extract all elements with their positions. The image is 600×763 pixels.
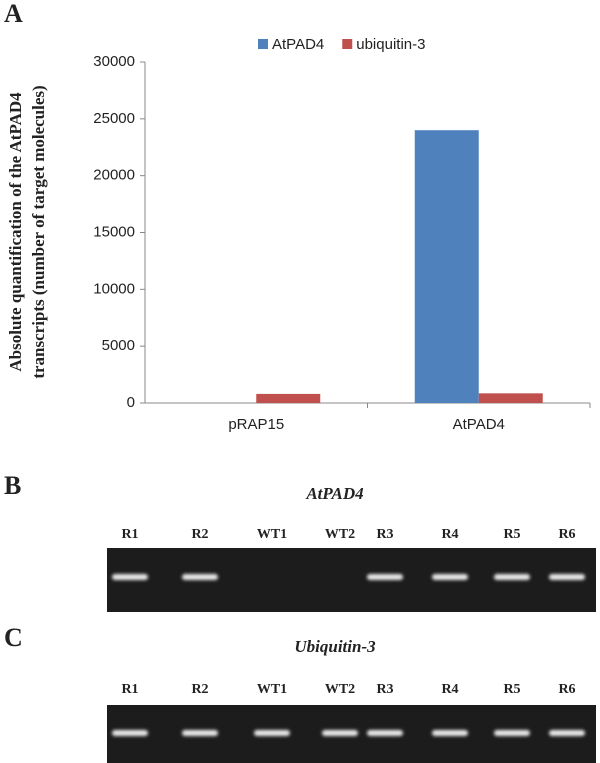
lane-label: R2 <box>191 527 208 542</box>
lane-label: R6 <box>558 527 575 542</box>
lane-label: R4 <box>441 527 458 542</box>
lane-label: WT2 <box>325 682 355 697</box>
gel-band <box>254 730 290 736</box>
y-axis-label: transcripts (number of target molecules) <box>29 85 48 378</box>
gel-band <box>367 730 403 736</box>
y-tick-label: 30000 <box>93 53 135 70</box>
x-tick-label: pRAP15 <box>228 416 284 433</box>
gel-title: AtPAD4 <box>305 484 363 503</box>
y-tick-label: 0 <box>127 394 135 411</box>
panel-label: B <box>4 471 21 500</box>
lane-label: R5 <box>503 682 520 697</box>
lane-label: R6 <box>558 682 575 697</box>
lane-label: R3 <box>376 682 393 697</box>
legend-swatch <box>342 39 353 49</box>
gel-band <box>112 730 148 736</box>
lane-label: R4 <box>441 682 458 697</box>
bar <box>256 393 321 403</box>
gel-band <box>494 574 530 580</box>
gel-band <box>549 730 585 736</box>
lane-label: R1 <box>121 527 138 542</box>
y-tick-label: 10000 <box>93 280 135 297</box>
lane-label: R3 <box>376 527 393 542</box>
y-tick-label: 20000 <box>93 167 135 184</box>
panel-label: A <box>4 0 23 28</box>
gel-band <box>494 730 530 736</box>
bar <box>414 130 479 403</box>
legend-label: ubiquitin-3 <box>356 36 425 53</box>
bar <box>478 393 543 403</box>
y-tick-label: 15000 <box>93 223 135 240</box>
gel-band <box>182 730 218 736</box>
gel-band <box>112 574 148 580</box>
lane-label: R2 <box>191 682 208 697</box>
legend-swatch <box>258 39 268 49</box>
y-axis-label: Absolute quantification of the AtPAD4 <box>6 92 25 372</box>
gel-band <box>549 574 585 580</box>
gel-band <box>322 730 358 736</box>
y-tick-label: 5000 <box>102 337 135 354</box>
gel-band <box>432 574 468 580</box>
lane-label: WT1 <box>257 682 287 697</box>
lane-label: WT1 <box>257 527 287 542</box>
legend-label: AtPAD4 <box>272 36 324 53</box>
gel-band <box>432 730 468 736</box>
lane-label: WT2 <box>325 527 355 542</box>
panel-label: C <box>4 623 23 652</box>
x-tick-label: AtPAD4 <box>453 416 505 433</box>
lane-label: R5 <box>503 527 520 542</box>
gel-band <box>367 574 403 580</box>
gel-band <box>182 574 218 580</box>
y-tick-label: 25000 <box>93 110 135 127</box>
gel-title: Ubiquitin-3 <box>294 637 376 656</box>
lane-label: R1 <box>121 682 138 697</box>
